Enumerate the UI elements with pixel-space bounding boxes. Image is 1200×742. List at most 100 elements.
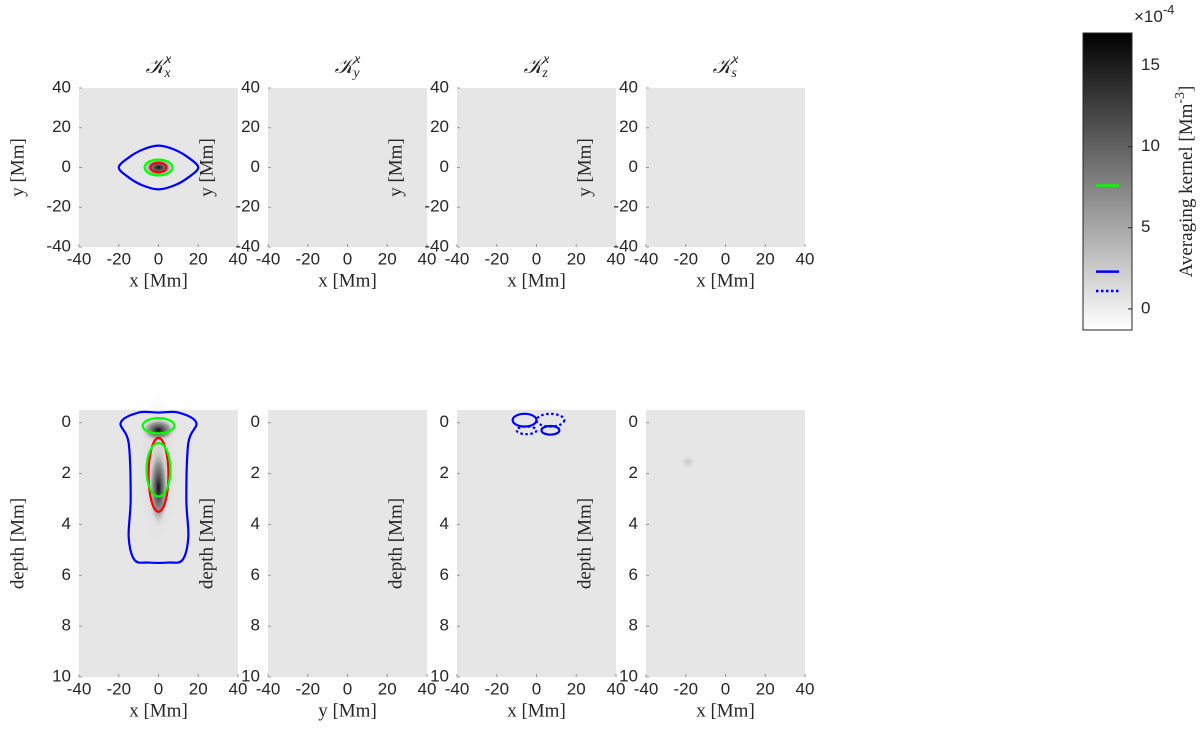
x-tick-label: 0: [154, 679, 163, 698]
x-tick-label: -40: [256, 249, 281, 268]
panel-title: 𝒦x y: [335, 52, 362, 81]
y-tick-label: -20: [613, 197, 638, 216]
y-tick-label: 0: [629, 412, 638, 431]
y-tick-label: 20: [619, 117, 638, 136]
x-tick-label: -40: [445, 679, 470, 698]
label-end: ]: [1176, 86, 1197, 92]
y-tick-label: 6: [62, 565, 71, 584]
x-tick-label: -40: [634, 679, 659, 698]
x-tick-label: -40: [67, 249, 92, 268]
exponent-base: ×10: [1134, 7, 1163, 26]
exponent-sup: -4: [1163, 2, 1175, 17]
y-tick-label: 4: [440, 514, 449, 533]
x-tick-label: -40: [67, 679, 92, 698]
y-tick-label: 10: [430, 666, 449, 685]
colorbar-tick-label: 0: [1141, 298, 1150, 317]
colorbar-tick-label: 15: [1141, 55, 1160, 74]
x-tick-label: 0: [532, 679, 541, 698]
y-tick-label: 6: [251, 565, 260, 584]
x-axis-label: x [Mm]: [129, 270, 188, 291]
y-tick-label: 0: [251, 412, 260, 431]
y-tick-label: 40: [430, 77, 449, 96]
label-sup: -3: [1173, 92, 1188, 104]
y-tick-label: 4: [629, 514, 638, 533]
title-sup: x: [542, 52, 550, 67]
y-tick-label: -20: [235, 197, 260, 216]
colorbar-label: Averaging kernel [Mm-3]: [1173, 86, 1197, 278]
x-tick-label: 0: [721, 679, 730, 698]
x-tick-label: 20: [756, 679, 775, 698]
y-tick-label: -40: [424, 236, 449, 255]
contour: [117, 144, 200, 191]
x-axis-label: x [Mm]: [696, 700, 755, 721]
y-tick-label: 4: [62, 514, 71, 533]
y-tick-label: 40: [241, 77, 260, 96]
y-tick-label: 2: [440, 463, 449, 482]
title-sup: x: [353, 52, 361, 67]
y-tick-label: 20: [241, 117, 260, 136]
y-tick-label: -20: [424, 197, 449, 216]
y-axis-label: depth [Mm]: [196, 498, 217, 589]
x-tick-label: 0: [721, 249, 730, 268]
y-axis-label: depth [Mm]: [574, 498, 595, 589]
y-tick-label: 0: [62, 157, 71, 176]
contour: [149, 161, 168, 174]
y-tick-label: 0: [62, 412, 71, 431]
panel-background: [268, 88, 427, 247]
shading-blob: [140, 418, 177, 442]
y-tick-label: 10: [241, 666, 260, 685]
x-tick-label: 20: [567, 249, 586, 268]
x-tick-label: 40: [418, 679, 437, 698]
panel-background: [457, 88, 616, 247]
x-tick-label: 40: [229, 679, 248, 698]
y-tick-label: 8: [251, 616, 260, 635]
contour: [119, 410, 198, 564]
y-tick-label: -20: [46, 197, 71, 216]
panel-background: [646, 410, 805, 677]
panel-backgrounds: [79, 32, 1133, 677]
y-tick-label: 40: [52, 77, 71, 96]
x-axis-label: x [Mm]: [318, 270, 377, 291]
x-tick-label: 40: [607, 679, 626, 698]
y-tick-label: 20: [430, 117, 449, 136]
title-sub: x: [163, 66, 171, 81]
panel-background: [646, 88, 805, 247]
contour: [143, 158, 174, 177]
colorbar-exponent: ×10-4: [1134, 2, 1174, 26]
x-tick-label: -20: [106, 249, 131, 268]
x-tick-label: 20: [378, 679, 397, 698]
x-axis-label: x [Mm]: [696, 270, 755, 291]
x-tick-label: -40: [256, 679, 281, 698]
y-tick-label: 2: [251, 463, 260, 482]
title-sub: z: [541, 66, 548, 81]
y-tick-label: 6: [440, 565, 449, 584]
y-tick-label: 10: [619, 666, 638, 685]
x-tick-label: 0: [154, 249, 163, 268]
contour: [145, 441, 172, 498]
x-axis-label: x [Mm]: [507, 700, 566, 721]
y-tick-label: 20: [52, 117, 71, 136]
x-tick-label: 20: [189, 249, 208, 268]
x-tick-label: 0: [343, 249, 352, 268]
contour: [515, 425, 538, 436]
title-sup: x: [164, 52, 172, 67]
y-tick-label: -40: [235, 236, 260, 255]
title-sup: x: [731, 52, 739, 67]
contour: [540, 424, 561, 436]
panel-title: 𝒦x s: [713, 52, 740, 81]
x-tick-label: 0: [343, 679, 352, 698]
x-tick-label: -20: [484, 679, 509, 698]
x-tick-label: 20: [378, 249, 397, 268]
x-tick-label: 0: [532, 249, 541, 268]
y-tick-label: 8: [440, 616, 449, 635]
contour: [147, 436, 170, 513]
contour: [141, 417, 176, 435]
y-axis-label: depth [Mm]: [385, 498, 406, 589]
y-tick-label: -40: [46, 236, 71, 255]
x-axis-label: x [Mm]: [507, 270, 566, 291]
y-tick-label: -40: [613, 236, 638, 255]
x-tick-label: 40: [229, 249, 248, 268]
y-tick-label: 2: [629, 463, 638, 482]
y-axis-label: y [Mm]: [385, 138, 406, 197]
